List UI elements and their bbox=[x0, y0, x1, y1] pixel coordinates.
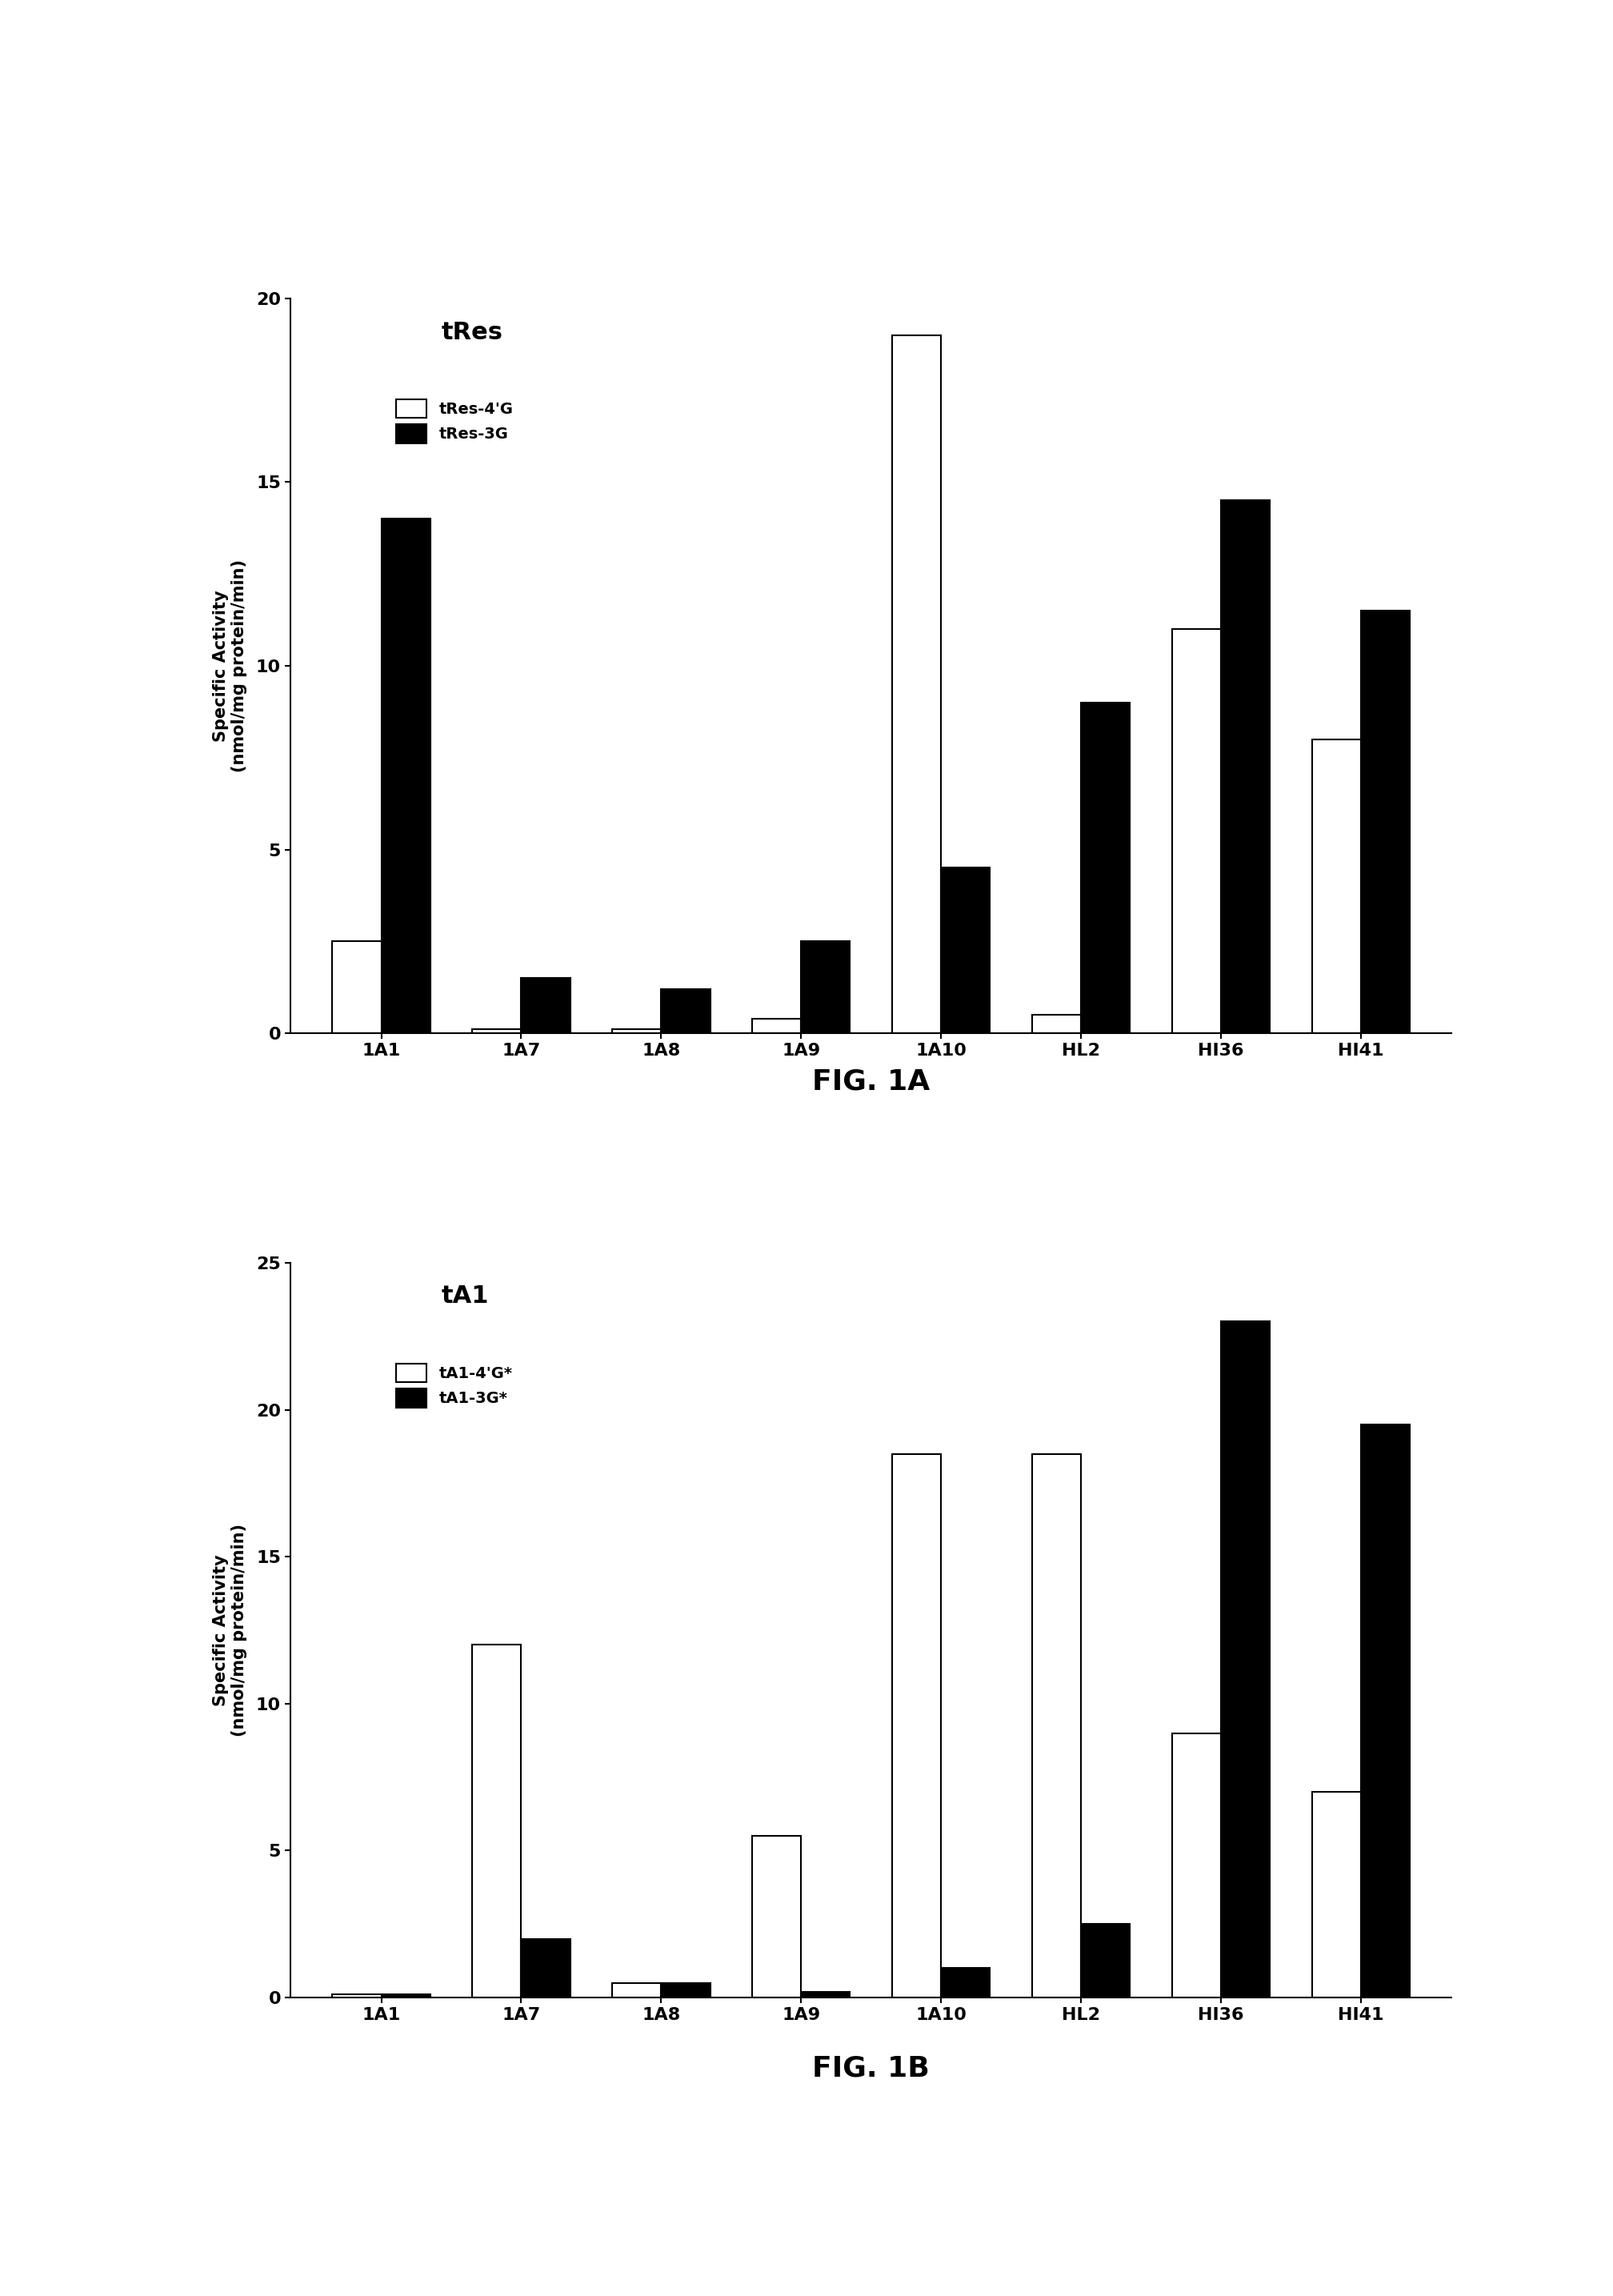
Bar bbox=[1361, 1424, 1410, 1998]
Text: tA1: tA1 bbox=[442, 1286, 489, 1309]
Bar bbox=[381, 519, 431, 1033]
Bar bbox=[802, 941, 850, 1033]
Legend: tRes-4'G, tRes-3G: tRes-4'G, tRes-3G bbox=[390, 395, 518, 448]
Bar bbox=[613, 1029, 661, 1033]
Bar bbox=[1081, 1924, 1129, 1998]
Bar bbox=[521, 978, 569, 1033]
Bar bbox=[802, 1991, 850, 1998]
Bar bbox=[940, 868, 990, 1033]
Bar bbox=[1173, 1733, 1221, 1998]
Bar bbox=[1032, 1453, 1081, 1998]
Y-axis label: Specific Activity
(nmol/mg protein/min): Specific Activity (nmol/mg protein/min) bbox=[213, 1525, 247, 1736]
Bar bbox=[613, 1984, 661, 1998]
Bar bbox=[1311, 739, 1361, 1033]
Bar bbox=[1311, 1791, 1361, 1998]
Bar bbox=[332, 1995, 381, 1998]
Bar bbox=[661, 1984, 710, 1998]
Bar bbox=[1032, 1015, 1081, 1033]
Bar bbox=[661, 990, 710, 1033]
Text: FIG. 1A: FIG. 1A bbox=[811, 1068, 931, 1095]
Text: FIG. 1B: FIG. 1B bbox=[813, 2055, 929, 2082]
Bar bbox=[1081, 703, 1129, 1033]
Bar bbox=[1173, 629, 1221, 1033]
Bar bbox=[892, 1453, 940, 1998]
Bar bbox=[940, 1968, 990, 1998]
Bar bbox=[473, 1644, 521, 1998]
Y-axis label: Specific Activity
(nmol/mg protein/min): Specific Activity (nmol/mg protein/min) bbox=[213, 560, 247, 771]
Bar bbox=[521, 1938, 569, 1998]
Bar bbox=[332, 941, 381, 1033]
Bar bbox=[1221, 1322, 1269, 1998]
Bar bbox=[381, 1995, 431, 1998]
Text: tRes: tRes bbox=[442, 321, 503, 344]
Bar bbox=[752, 1837, 802, 1998]
Bar bbox=[1221, 501, 1269, 1033]
Legend: tA1-4'G*, tA1-3G*: tA1-4'G*, tA1-3G* bbox=[390, 1359, 518, 1412]
Bar bbox=[752, 1019, 802, 1033]
Bar bbox=[892, 335, 940, 1033]
Bar bbox=[473, 1029, 521, 1033]
Bar bbox=[1361, 611, 1410, 1033]
